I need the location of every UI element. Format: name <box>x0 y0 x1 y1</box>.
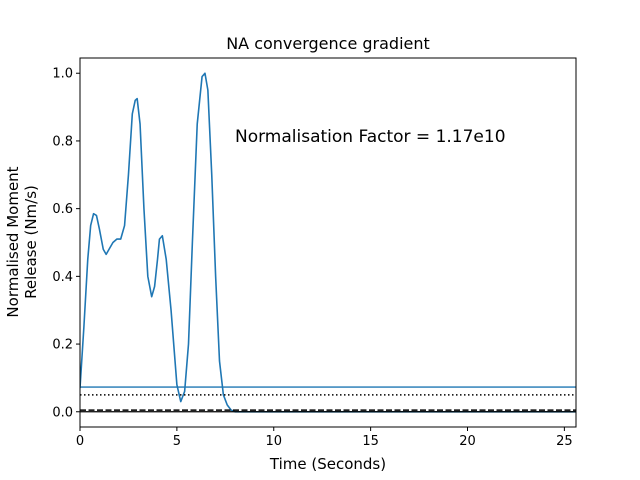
y-tick-label: 0.6 <box>52 202 73 217</box>
x-tick-label: 20 <box>459 434 476 449</box>
y-tick-label: 0.0 <box>52 405 73 420</box>
y-tick-label: 0.8 <box>52 134 73 149</box>
y-axis-label-line-2: Release (Nm/s) <box>22 185 40 299</box>
y-tick-label: 0.2 <box>52 338 73 353</box>
y-tick-label: 1.0 <box>52 67 73 82</box>
x-tick-label: 10 <box>265 434 282 449</box>
x-tick-label: 5 <box>173 434 181 449</box>
series-line-0 <box>80 72 576 413</box>
ticks-layer: 0 5 10 15 20 25 0.0 0.2 0.4 0.6 0.8 1.0 <box>52 67 572 449</box>
x-tick-label: 25 <box>556 434 573 449</box>
x-tick-label: 0 <box>76 434 84 449</box>
x-axis-label: Time (Seconds) <box>269 455 386 473</box>
x-tick-label: 15 <box>362 434 379 449</box>
normalisation-annotation: Normalisation Factor = 1.17e10 <box>235 127 506 147</box>
y-axis-label-line-1: Normalised Moment <box>4 166 22 317</box>
chart-title: NA convergence gradient <box>226 34 430 53</box>
y-tick-label: 0.4 <box>52 270 73 285</box>
plot-frame <box>79 57 577 428</box>
series-layer <box>80 72 576 413</box>
